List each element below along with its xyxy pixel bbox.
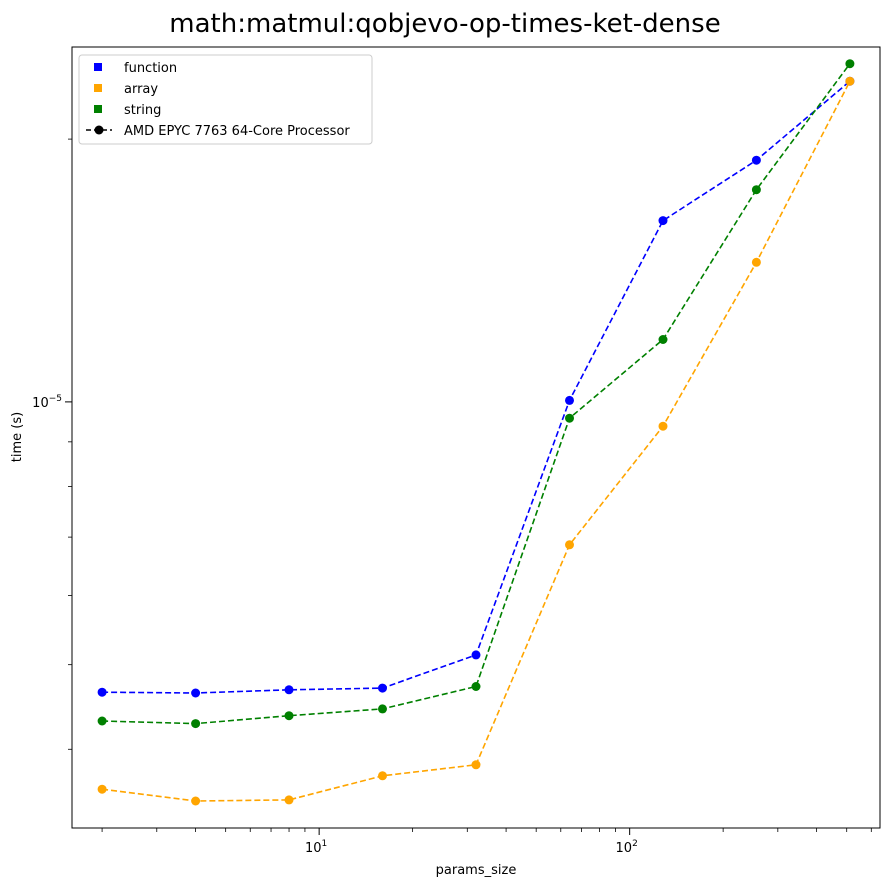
legend-label-machine: AMD EPYC 7763 64-Core Processor [124, 124, 350, 139]
series-array [97, 76, 855, 806]
legend-box [78, 54, 373, 145]
data-point-function [658, 216, 668, 226]
legend-marker-array [94, 84, 102, 92]
chart-title: math:matmul:qobjevo-op-times-ket-dense [169, 9, 720, 39]
data-point-function [284, 685, 294, 695]
data-point-array [471, 760, 481, 770]
legend-label-array: array [124, 82, 158, 97]
x-axis-label: params_size [436, 863, 517, 878]
data-point-string [658, 335, 668, 344]
legend: function array string AMD EPYC 7763 64-C… [78, 54, 373, 145]
data-point-string [378, 704, 387, 714]
data-point-function [751, 155, 761, 165]
data-point-string [565, 413, 574, 423]
series-layer [97, 59, 855, 806]
data-point-string [471, 682, 481, 691]
plot-area [71, 46, 881, 829]
data-point-string [845, 59, 855, 69]
series-function [97, 76, 855, 698]
data-point-function [191, 688, 201, 698]
data-point-string [97, 716, 107, 726]
data-point-array [565, 540, 574, 550]
data-point-function [378, 683, 387, 693]
legend-marker-machine [94, 125, 104, 135]
data-point-array [658, 421, 668, 431]
data-point-array [284, 795, 294, 805]
data-point-array [97, 784, 107, 794]
data-point-string [751, 185, 761, 195]
legend-label-function: function [124, 61, 177, 76]
x-tick-label: 101 [305, 839, 327, 856]
y-tick-label: 10−5 [32, 394, 62, 411]
legend-marker-function [94, 63, 102, 71]
axis-ticks: 101 102 10−5 [32, 138, 872, 856]
data-point-string [191, 719, 201, 729]
series-string [97, 59, 855, 729]
legend-label-string: string [124, 103, 161, 118]
data-point-array [191, 796, 201, 806]
data-point-function [565, 395, 574, 405]
data-point-array [845, 76, 855, 86]
data-point-string [284, 711, 294, 721]
legend-marker-string [94, 105, 102, 113]
y-axis-label: time (s) [10, 412, 25, 462]
data-point-function [471, 650, 481, 660]
data-point-array [751, 257, 761, 267]
series-line-string [102, 63, 851, 725]
x-tick-label: 102 [616, 839, 638, 856]
data-point-array [378, 771, 387, 781]
data-point-function [97, 687, 107, 697]
